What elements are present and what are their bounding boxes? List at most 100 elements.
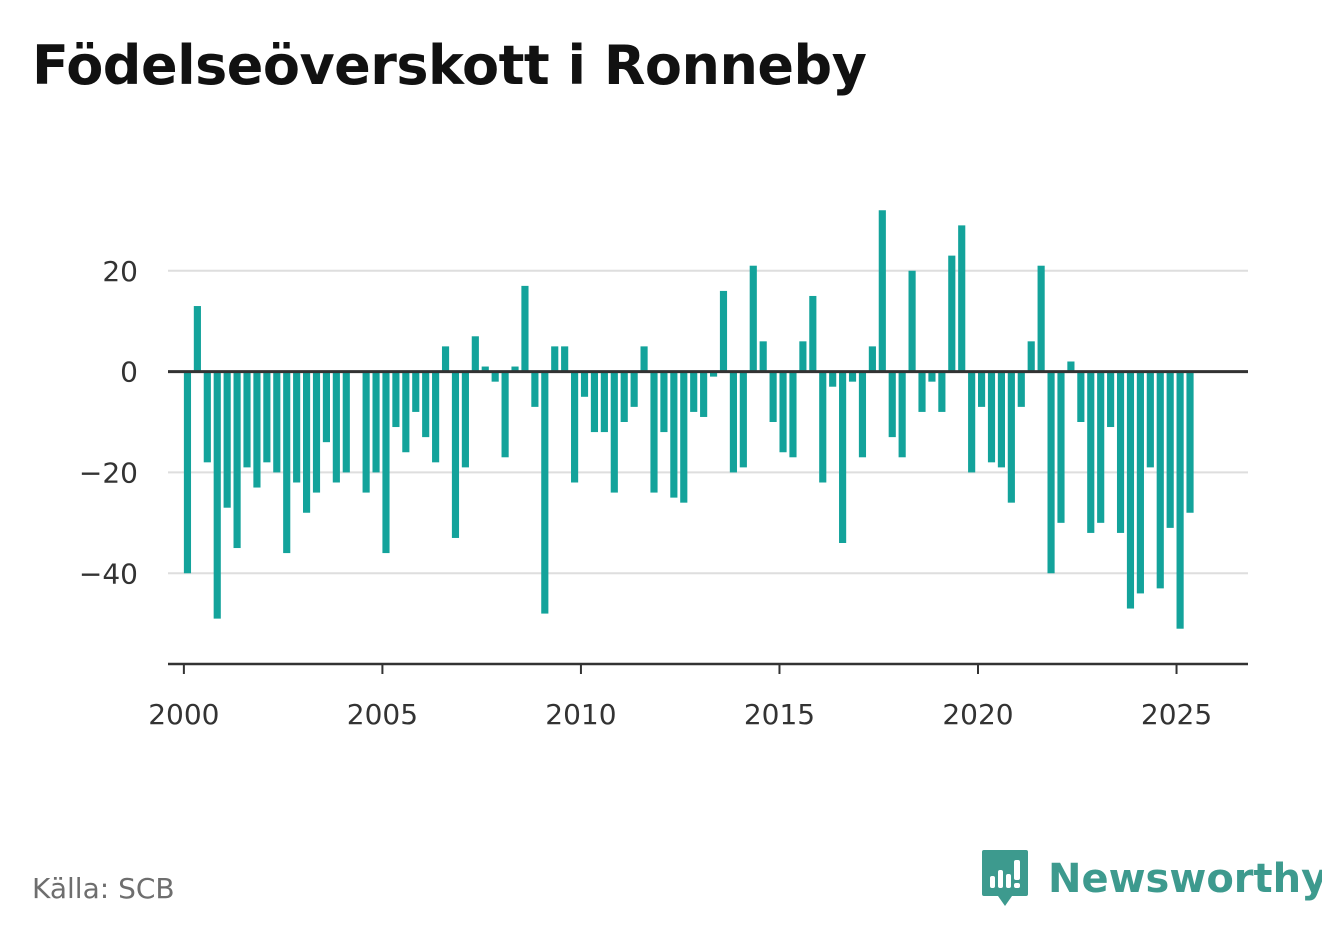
bar <box>739 371 747 468</box>
bar <box>769 371 777 422</box>
bar <box>1087 371 1095 533</box>
bar <box>829 371 837 387</box>
bar <box>958 225 966 372</box>
bar <box>1107 371 1115 428</box>
newsworthy-logo-icon <box>982 850 1028 906</box>
axes <box>168 370 1248 674</box>
bar <box>660 371 668 433</box>
bar <box>600 371 608 433</box>
source-note: Källa: SCB <box>32 872 175 905</box>
bar <box>293 371 301 483</box>
bar <box>878 210 886 372</box>
bar <box>571 371 579 483</box>
bar <box>402 371 410 453</box>
bar <box>620 371 628 422</box>
bar <box>709 371 718 377</box>
bar <box>193 306 201 372</box>
bar <box>203 371 211 463</box>
bar <box>501 371 509 458</box>
bar <box>1017 371 1025 407</box>
bar <box>729 371 737 473</box>
bar <box>183 371 192 574</box>
bar <box>362 371 370 493</box>
bar <box>938 371 946 412</box>
bar <box>700 371 708 417</box>
bar <box>978 371 986 407</box>
bar <box>441 346 450 372</box>
x-tick-label: 2000 <box>148 698 219 731</box>
bar <box>670 371 678 498</box>
bar <box>511 366 519 372</box>
bar <box>1176 371 1184 629</box>
bar <box>223 371 231 508</box>
bar <box>243 371 251 468</box>
bar <box>799 341 807 372</box>
bar <box>521 285 529 372</box>
bar <box>412 371 420 412</box>
bar <box>491 371 499 382</box>
bar <box>1037 265 1045 372</box>
brand-name: Newsworthy <box>1048 856 1322 902</box>
bar <box>1077 371 1085 422</box>
y-tick-label: −20 <box>79 456 138 489</box>
bar <box>1116 371 1125 533</box>
bar <box>1067 361 1075 372</box>
bar <box>650 371 658 493</box>
bar <box>640 346 648 372</box>
bar <box>1027 341 1035 372</box>
bar <box>461 371 469 468</box>
bar <box>253 371 261 488</box>
y-tick-label: 0 <box>120 356 138 389</box>
bar <box>1097 371 1105 523</box>
brand-logo[interactable]: Newsworthy <box>980 848 1322 910</box>
bar <box>342 371 350 473</box>
bar <box>451 371 460 538</box>
x-tick-label: 2005 <box>347 698 418 731</box>
bar <box>422 371 430 438</box>
y-tick-label: 20 <box>102 255 138 288</box>
bar <box>908 270 916 372</box>
bar <box>819 371 827 483</box>
bar <box>948 255 956 372</box>
bar <box>809 295 817 372</box>
bar <box>481 366 489 372</box>
bar <box>1136 371 1144 594</box>
bar <box>749 265 757 372</box>
bar <box>1047 371 1055 574</box>
bar <box>848 371 857 382</box>
tick-labels: 20 0 −20 −40 2000 2005 2010 2015 2020 2025 <box>79 255 1212 731</box>
bar <box>1186 371 1194 513</box>
x-tick-label: 2025 <box>1141 698 1212 731</box>
bar <box>858 371 867 458</box>
bar <box>968 371 976 473</box>
bar <box>1156 371 1164 589</box>
bar <box>610 371 618 493</box>
bar <box>580 371 589 397</box>
chart-title: Födelseöverskott i Ronneby <box>32 34 867 97</box>
bar <box>541 371 549 614</box>
bar <box>303 371 311 513</box>
bar <box>1126 371 1135 609</box>
bar <box>839 371 847 543</box>
bar <box>432 371 440 463</box>
bar <box>332 371 340 483</box>
bar <box>322 371 330 443</box>
bar <box>372 371 380 473</box>
bar <box>531 371 539 407</box>
bar <box>273 371 281 473</box>
bar <box>1057 371 1065 523</box>
bar <box>789 371 797 458</box>
x-tick-label: 2020 <box>942 698 1013 731</box>
bar <box>382 371 390 554</box>
bar <box>630 371 638 407</box>
bar <box>263 371 271 463</box>
bar <box>759 341 767 372</box>
bar <box>888 371 896 438</box>
bar <box>719 290 728 372</box>
bar <box>868 346 876 372</box>
x-tick-label: 2015 <box>744 698 815 731</box>
bar <box>779 371 787 453</box>
bar <box>1146 371 1154 468</box>
bar <box>1007 371 1015 503</box>
